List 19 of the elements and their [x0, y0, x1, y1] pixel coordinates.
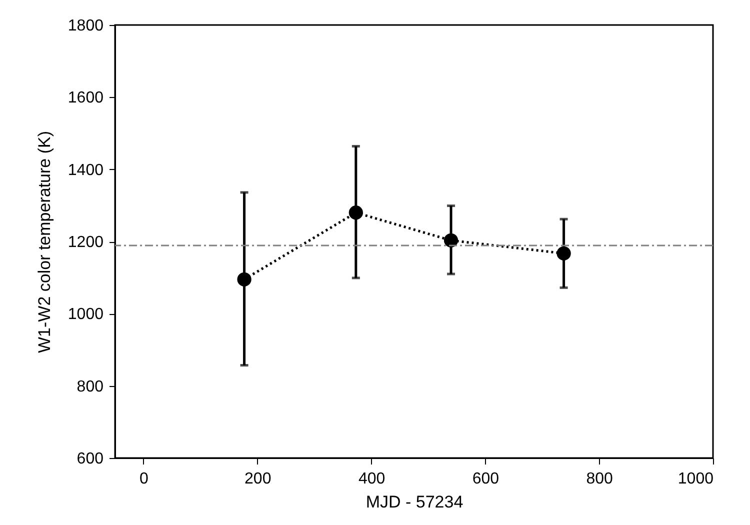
x-axis-title: MJD - 57234 — [366, 492, 464, 512]
y-tick-label: 600 — [76, 450, 104, 468]
point — [348, 206, 363, 220]
point — [444, 233, 458, 248]
y-tick-label: 1600 — [68, 90, 104, 107]
x-tick-label: 0 — [140, 470, 149, 488]
y-tick-label: 1400 — [68, 162, 104, 179]
x-tick-label: 200 — [244, 470, 272, 488]
y-axis-title: W1-W2 color temperature (K) — [34, 131, 54, 353]
y-tick-label: 1800 — [68, 18, 104, 34]
point — [556, 246, 571, 260]
y-tick-label: 800 — [76, 378, 104, 396]
y-tick-label: 1000 — [68, 306, 104, 324]
x-tick-label: 800 — [586, 470, 614, 488]
x-tick-label: 1000 — [678, 470, 714, 488]
x-tick-label: 400 — [358, 470, 386, 488]
x-tick-label: 600 — [472, 470, 500, 488]
point — [237, 272, 252, 286]
y-tick-label: 1200 — [68, 234, 104, 251]
